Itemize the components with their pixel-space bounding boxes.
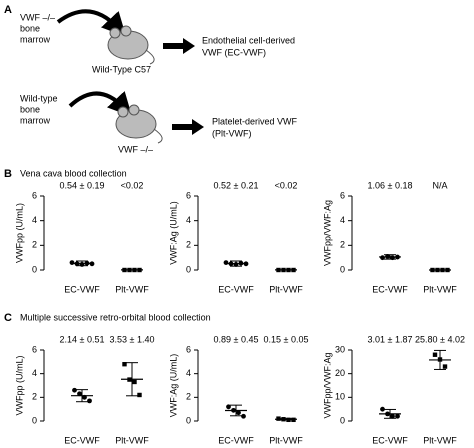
transplant-arrow [56, 9, 127, 37]
category-label: EC-VWF [372, 435, 408, 445]
donor-text: VWF –/– [20, 12, 55, 22]
y-tick-label: 2 [186, 240, 191, 250]
result-arrow [163, 38, 195, 54]
panel-title: Vena cava blood collection [20, 168, 127, 178]
annotation: 25.80 ± 4.02 [415, 334, 465, 344]
recipient-text: Wild-Type C57 [92, 64, 151, 74]
y-tick-label: 2 [340, 240, 345, 250]
mouse-icon [107, 25, 155, 65]
data-point [442, 364, 448, 369]
y-tick-label: 4 [186, 215, 191, 225]
category-label: EC-VWF [372, 284, 408, 294]
mouse-icon [115, 104, 163, 144]
data-point [223, 260, 229, 265]
annotation: 3.01 ± 1.87 [368, 334, 413, 344]
recipient-text: VWF –/– [118, 144, 153, 154]
y-tick-label: 2 [32, 392, 37, 402]
y-tick-label: 0 [186, 415, 191, 425]
y-tick-label: 6 [186, 190, 191, 200]
data-point [122, 362, 127, 367]
annotation: <0.02 [121, 180, 144, 190]
y-axis-label: VWF:Ag (U/mL) [168, 354, 178, 418]
y-axis-label: VWFpp (U/mL) [14, 203, 24, 263]
panel-label: C [4, 312, 12, 324]
result-arrow [172, 119, 204, 135]
annotation: <0.02 [275, 180, 298, 190]
donor-text: bone [20, 104, 40, 114]
y-tick-label: 0 [340, 264, 345, 274]
annotation: 1.06 ± 0.18 [368, 180, 413, 190]
category-label: EC-VWF [218, 284, 254, 294]
y-tick-label: 6 [32, 190, 37, 200]
y-tick-label: 0 [340, 415, 345, 425]
y-axis-label: VWFpp/VWF:Ag [322, 352, 332, 418]
y-axis-label: VWFpp/VWF:Ag [322, 200, 332, 266]
result-text: (Plt-VWF) [212, 128, 252, 138]
result-text: VWF (EC-VWF) [202, 47, 266, 57]
category-label: Plt-VWF [115, 435, 149, 445]
data-point [137, 392, 142, 398]
y-axis-label: VWF:Ag (U/mL) [168, 201, 178, 265]
data-point [72, 387, 77, 393]
result-text: Endothelial cell-derived [202, 35, 295, 45]
data-point [380, 406, 385, 412]
annotation: N/A [432, 180, 447, 190]
data-point [132, 379, 137, 385]
y-tick-label: 20 [335, 368, 345, 378]
data-point [77, 391, 82, 397]
category-label: Plt-VWF [423, 435, 457, 445]
category-label: Plt-VWF [269, 284, 303, 294]
data-point [432, 352, 438, 357]
data-point [226, 404, 231, 410]
data-point [241, 413, 246, 419]
category-label: Plt-VWF [115, 284, 149, 294]
y-tick-label: 10 [335, 392, 345, 402]
data-point [236, 410, 241, 416]
panel-label: A [4, 4, 12, 16]
transplant-arrow [68, 91, 133, 117]
donor-text: Wild-type [20, 93, 58, 103]
y-tick-label: 4 [32, 215, 37, 225]
data-point [395, 413, 400, 419]
y-tick-label: 4 [340, 215, 345, 225]
donor-text: marrow [20, 34, 51, 44]
category-label: Plt-VWF [423, 284, 457, 294]
category-label: EC-VWF [64, 284, 100, 294]
donor-text: marrow [20, 115, 51, 125]
y-tick-label: 2 [186, 392, 191, 402]
y-tick-label: 30 [335, 344, 345, 354]
annotation: 3.53 ± 1.40 [110, 334, 155, 344]
category-label: EC-VWF [218, 435, 254, 445]
y-tick-label: 6 [186, 344, 191, 354]
annotation: 0.54 ± 0.19 [60, 180, 105, 190]
annotation: 2.14 ± 0.51 [60, 334, 105, 344]
panel-title: Multiple successive retro-orbital blood … [20, 312, 211, 322]
y-tick-label: 4 [186, 368, 191, 378]
data-point [87, 398, 92, 404]
panel-label: B [4, 168, 12, 180]
y-axis-label: VWFpp (U/mL) [14, 355, 24, 415]
y-tick-label: 4 [32, 368, 37, 378]
annotation: 0.52 ± 0.21 [214, 180, 259, 190]
result-text: Platelet-derived VWF [212, 116, 298, 126]
y-tick-label: 6 [340, 190, 345, 200]
data-point [69, 260, 75, 265]
annotation: 0.15 ± 0.05 [264, 334, 309, 344]
y-tick-label: 2 [32, 240, 37, 250]
category-label: EC-VWF [64, 435, 100, 445]
annotation: 0.89 ± 0.45 [214, 334, 259, 344]
y-tick-label: 0 [32, 415, 37, 425]
y-tick-label: 6 [32, 344, 37, 354]
category-label: Plt-VWF [269, 435, 303, 445]
data-point [390, 413, 395, 419]
donor-text: bone [20, 23, 40, 33]
y-tick-label: 0 [32, 264, 37, 274]
y-tick-label: 0 [186, 264, 191, 274]
